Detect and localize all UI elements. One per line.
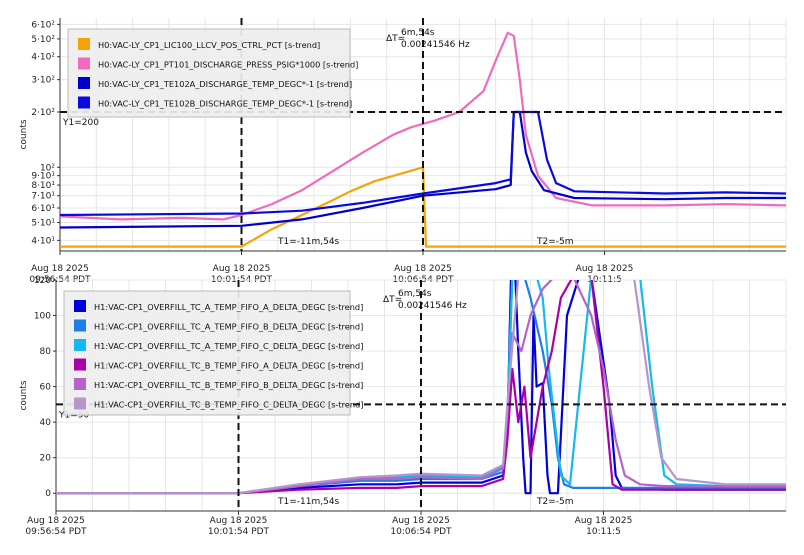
x-tick-label-date: Aug 18 2025 xyxy=(394,264,452,274)
y-tick-label: 9·10¹ xyxy=(31,172,55,182)
delta-t-frequency: 0.00241546 Hz xyxy=(398,301,467,311)
legend-box xyxy=(67,28,351,118)
x-tick-label-date: Aug 18 2025 xyxy=(27,516,85,526)
x-tick-label-time: 10:01:54 PDT xyxy=(208,527,270,537)
legend-entry-1[interactable]: H0:VAC-LY_CP1_LIC100_LLCV_POS_CTRL_PCT [… xyxy=(98,40,320,50)
y-tick-label: 40 xyxy=(40,418,52,428)
legend-entry-6[interactable]: H1:VAC-CP1_OVERFILL_TC_B_TEMP_FIFO_C_DEL… xyxy=(94,400,363,410)
y-tick-label: 120 xyxy=(34,276,51,286)
legend-entry-3[interactable]: H1:VAC-CP1_OVERFILL_TC_A_TEMP_FIFO_C_DEL… xyxy=(94,341,363,351)
series-line-6 xyxy=(56,280,786,495)
y-tick-label: 80 xyxy=(40,347,52,357)
delta-t-label: ΔT= xyxy=(386,34,405,44)
x-tick-label-date: Aug 18 2025 xyxy=(392,516,450,526)
legend-swatch-1[interactable] xyxy=(74,300,86,312)
legend-swatch-5[interactable] xyxy=(74,378,86,390)
y1-cursor-label: Y1=200 xyxy=(62,118,99,128)
legend[interactable]: H0:VAC-LY_CP1_LIC100_LLCV_POS_CTRL_PCT [… xyxy=(67,28,358,118)
series-line-1 xyxy=(60,166,786,248)
y-axis-label: counts xyxy=(19,119,29,149)
y-axis-label: counts xyxy=(19,380,29,410)
legend-swatch-1[interactable] xyxy=(78,38,90,50)
y-tick-label: 4·10² xyxy=(31,53,55,63)
series-lines xyxy=(56,280,786,495)
legend-entry-1[interactable]: H1:VAC-CP1_OVERFILL_TC_A_TEMP_FIFO_A_DEL… xyxy=(94,302,363,312)
delta-t-value: 6m,54s xyxy=(398,289,432,299)
series-line-5 xyxy=(56,280,786,495)
legend-entry-4[interactable]: H1:VAC-CP1_OVERFILL_TC_B_TEMP_FIFO_A_DEL… xyxy=(94,361,363,371)
y-tick-label: 5·10² xyxy=(31,35,55,45)
y-tick-label: 100 xyxy=(34,312,51,322)
t2-cursor-label: T2=-5m xyxy=(536,237,574,247)
x-tick-label-time: 09:56:54 PDT xyxy=(25,527,87,537)
y-tick-label: 3·10² xyxy=(31,76,55,86)
y-tick-label: 2·10² xyxy=(31,108,55,118)
legend-swatch-4[interactable] xyxy=(74,358,86,371)
x-tick-label-date: Aug 18 2025 xyxy=(213,264,271,274)
series-line-4 xyxy=(56,280,786,495)
delta-t-value: 6m,54s xyxy=(401,28,435,38)
x-tick-label-time: 10:06:54 PDT xyxy=(390,527,452,537)
delta-t-frequency: 0.00241546 Hz xyxy=(401,40,470,50)
legend-entry-3[interactable]: H0:VAC-LY_CP1_TE102A_DISCHARGE_TEMP_DEGC… xyxy=(98,79,352,89)
x-tick-label-time: 10:11:5 xyxy=(586,527,621,537)
x-tick-label-date: Aug 18 2025 xyxy=(31,264,89,274)
legend-swatch-2[interactable] xyxy=(74,319,86,332)
y-tick-label: 60 xyxy=(40,383,52,393)
legend-swatch-3[interactable] xyxy=(78,77,90,89)
legend-swatch-3[interactable] xyxy=(74,339,86,351)
legend-swatch-2[interactable] xyxy=(78,57,90,70)
legend-entry-5[interactable]: H1:VAC-CP1_OVERFILL_TC_B_TEMP_FIFO_B_DEL… xyxy=(94,380,363,390)
x-tick-label-date: Aug 18 2025 xyxy=(210,516,268,526)
t1-cursor-label: T1=-11m,54s xyxy=(277,237,340,247)
legend[interactable]: H1:VAC-CP1_OVERFILL_TC_A_TEMP_FIFO_A_DEL… xyxy=(63,290,363,416)
series-line-2 xyxy=(56,280,786,495)
legend-entry-2[interactable]: H0:VAC-LY_CP1_PT101_DISCHARGE_PRESS_PSIG… xyxy=(98,60,358,70)
y-tick-label: 4·10¹ xyxy=(31,236,55,246)
y-tick-label: 6·10² xyxy=(31,20,55,30)
legend-swatch-4[interactable] xyxy=(78,96,90,109)
legend-entry-2[interactable]: H1:VAC-CP1_OVERFILL_TC_A_TEMP_FIFO_B_DEL… xyxy=(94,322,363,332)
y-tick-label: 5·10¹ xyxy=(31,219,55,229)
y-tick-label: 10² xyxy=(40,163,55,173)
y-tick-label: 0 xyxy=(45,489,51,499)
legend-entry-4[interactable]: H0:VAC-LY_CP1_TE102B_DISCHARGE_TEMP_DEGC… xyxy=(98,99,352,109)
delta-t-label: ΔT= xyxy=(383,295,402,305)
x-tick-label-date: Aug 18 2025 xyxy=(576,264,634,274)
t1-cursor-label: T1=-11m,54s xyxy=(277,497,340,507)
y-tick-label: 8·10¹ xyxy=(31,181,55,191)
x-tick-label-date: Aug 18 2025 xyxy=(575,516,633,526)
t2-cursor-label: T2=-5m xyxy=(536,497,574,507)
legend-box xyxy=(63,290,351,416)
legend-swatch-6[interactable] xyxy=(74,397,86,410)
y-tick-label: 20 xyxy=(40,454,52,464)
y-tick-label: 6·10¹ xyxy=(31,204,55,214)
y-tick-label: 7·10¹ xyxy=(31,192,55,202)
series-line-3 xyxy=(56,280,786,495)
